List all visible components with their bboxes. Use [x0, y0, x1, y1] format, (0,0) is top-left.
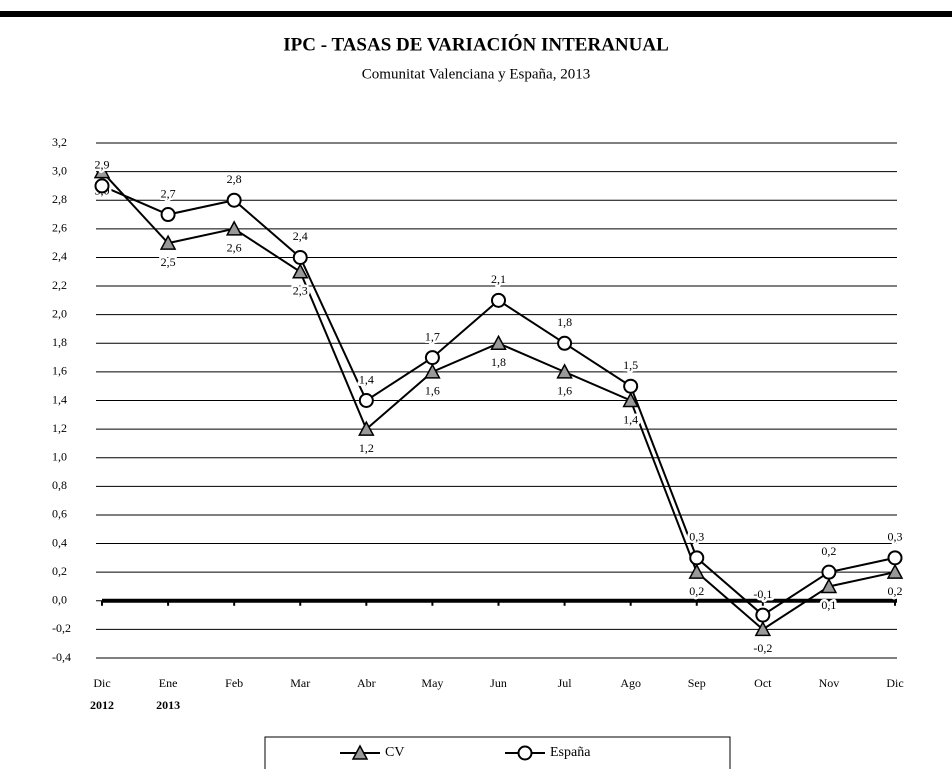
data-label: 1,2	[359, 441, 374, 455]
y-tick-label: 2,6	[52, 221, 67, 235]
y-tick-label: 3,0	[52, 163, 67, 177]
legend-box	[264, 736, 731, 769]
y-tick-label: 2,2	[52, 278, 67, 292]
marker	[358, 420, 375, 436]
y-tick-label: 2,4	[52, 249, 67, 263]
data-label: 2,8	[227, 172, 242, 186]
marker	[226, 192, 242, 208]
data-label: 0,2	[689, 584, 704, 598]
y-tick-label: 1,4	[52, 392, 67, 406]
x-tick-label: Abr	[357, 676, 376, 690]
marker	[490, 334, 507, 351]
y-tick-label: -0,4	[52, 650, 71, 664]
y-tick-label: 1,0	[52, 449, 67, 463]
data-label: 1,8	[491, 355, 506, 369]
marker	[159, 234, 177, 250]
x-tick-label: Feb	[225, 676, 243, 690]
x-tick-label: Jun	[490, 676, 507, 690]
marker	[93, 163, 111, 179]
data-label: 0,2	[821, 544, 836, 558]
y-tick-label: 2,8	[52, 192, 67, 206]
data-label: 1,8	[557, 315, 572, 329]
marker	[517, 745, 533, 761]
marker	[556, 363, 573, 379]
marker	[886, 563, 904, 579]
marker	[688, 563, 706, 579]
year-label: 2012	[90, 698, 114, 712]
marker	[94, 178, 110, 194]
marker	[424, 350, 440, 366]
legend-label: España	[550, 745, 591, 760]
data-label: 2,3	[293, 284, 308, 298]
year-label: 2013	[156, 698, 180, 712]
data-label: 1,4	[359, 372, 374, 386]
marker	[755, 607, 771, 623]
marker	[557, 335, 573, 351]
data-label: 0,3	[689, 530, 704, 544]
y-tick-label: 0,6	[52, 507, 67, 521]
data-label: -0,1	[753, 587, 772, 601]
y-tick-label: 2,0	[52, 306, 67, 320]
marker	[821, 564, 837, 580]
data-label: 0,3	[888, 530, 903, 544]
data-label: -0,2	[753, 641, 772, 655]
y-tick-label: 0,8	[52, 478, 67, 492]
x-tick-label: Nov	[819, 676, 840, 690]
x-tick-label: May	[421, 676, 443, 690]
y-tick-label: 0,0	[52, 593, 67, 607]
chart-title: IPC - TASAS DE VARIACIÓN INTERANUAL	[283, 33, 669, 55]
y-tick-label: -0,2	[52, 621, 71, 635]
marker	[887, 550, 903, 566]
x-tick-label: Mar	[290, 676, 310, 690]
marker	[291, 263, 309, 279]
x-tick-label: Sep	[688, 676, 706, 690]
chart-subtitle: Comunitat Valenciana y España, 2013	[362, 66, 590, 82]
x-tick-label: Dic	[93, 676, 110, 690]
y-tick-label: 0,4	[52, 535, 67, 549]
marker	[292, 249, 308, 265]
data-label: 0,1	[821, 598, 836, 612]
y-tick-label: 3,2	[52, 135, 67, 149]
marker	[491, 292, 506, 308]
marker	[622, 391, 639, 408]
y-tick-label: 1,8	[52, 335, 67, 349]
data-label: 2,4	[293, 229, 308, 243]
marker	[358, 393, 374, 408]
marker	[160, 207, 176, 223]
x-tick-label: Oct	[754, 676, 772, 690]
data-label: 2,7	[161, 186, 176, 200]
y-tick-label: 1,2	[52, 421, 67, 435]
data-label: 1,7	[425, 329, 440, 343]
marker	[623, 378, 639, 394]
y-tick-label: 1,6	[52, 364, 67, 378]
data-label: 2,5	[161, 255, 176, 269]
data-label: 2,1	[491, 272, 506, 286]
top-rule	[0, 11, 952, 17]
x-tick-label: Dic	[886, 676, 903, 690]
x-tick-label: Ene	[159, 676, 178, 690]
x-tick-label: Jul	[558, 676, 573, 690]
marker	[351, 744, 369, 760]
marker	[689, 550, 705, 566]
x-tick-label: Ago	[620, 676, 641, 690]
data-label: 1,6	[557, 384, 572, 398]
marker	[225, 220, 243, 236]
data-label: 1,6	[425, 384, 440, 398]
marker	[754, 620, 772, 637]
marker	[820, 577, 838, 594]
y-tick-label: 0,2	[52, 564, 67, 578]
legend-label: CV	[385, 745, 404, 760]
marker	[424, 363, 441, 379]
data-label: 2,9	[95, 158, 110, 172]
data-label: 0,2	[888, 584, 903, 598]
data-label: 2,6	[227, 241, 242, 255]
data-label: 1,4	[623, 412, 638, 426]
data-label: 1,5	[623, 358, 638, 372]
